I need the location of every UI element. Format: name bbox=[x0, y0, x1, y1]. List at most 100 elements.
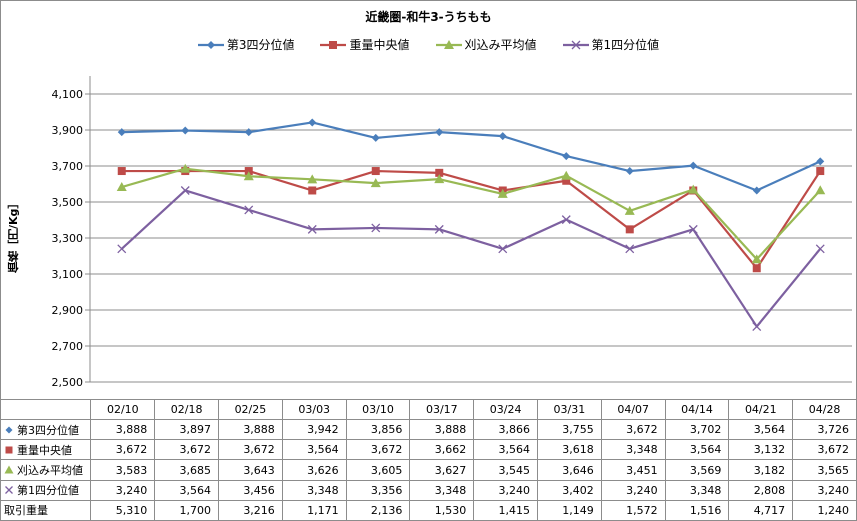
data-point bbox=[815, 244, 825, 254]
data-point bbox=[752, 264, 761, 273]
table-cell: 3,605 bbox=[345, 459, 411, 481]
y-tick-label: 3,700 bbox=[52, 160, 84, 173]
row-marker-icon bbox=[4, 465, 14, 474]
table-cell: 5,310 bbox=[90, 499, 156, 521]
x-tick-label: 03/10 bbox=[345, 398, 411, 421]
table-row: 刈込み平均値 3,583 3,685 3,643 3,626 3,605 3,627 3,54… bbox=[0, 459, 857, 481]
table-cell: 3,216 bbox=[218, 499, 283, 521]
table-header-row: 02/10 02/18 02/25 03/03 03/10 03/17 03/24 03/31… bbox=[0, 398, 857, 421]
legend-label: 第1四分位値 bbox=[591, 38, 660, 52]
data-point bbox=[561, 215, 571, 225]
data-point bbox=[181, 126, 190, 135]
x-tick-label: 04/28 bbox=[792, 398, 857, 421]
table-cell: 3,627 bbox=[409, 459, 475, 481]
series-line-2 bbox=[121, 169, 822, 270]
table-cell: 3,726 bbox=[792, 419, 857, 441]
x-tick-label: 04/21 bbox=[728, 398, 794, 421]
table-row-header: 第1四分位値 bbox=[0, 479, 92, 501]
legend-item: 第1四分位値 bbox=[562, 36, 660, 53]
table-cell: 3,626 bbox=[281, 459, 347, 481]
row-series-name: 第1四分位値 bbox=[17, 484, 79, 498]
table-cell: 3,646 bbox=[537, 459, 602, 481]
table-cell: 1,171 bbox=[281, 499, 347, 521]
row-marker bbox=[4, 465, 14, 474]
table-cell: 3,456 bbox=[218, 479, 283, 501]
x-tick-label: 02/25 bbox=[218, 398, 283, 421]
table-cell: 3,856 bbox=[345, 419, 411, 441]
data-point bbox=[371, 133, 380, 142]
table-cell: 2,136 bbox=[345, 499, 411, 521]
table-row-header: 第3四分位値 bbox=[0, 419, 92, 441]
x-tick-label: 03/31 bbox=[537, 398, 602, 421]
data-point bbox=[816, 157, 825, 166]
y-tick-label: 3,500 bbox=[52, 196, 84, 209]
plot-area: 4,100 3,900 3,700 3,500 3,300 3,100 2,900 2,700… bbox=[52, 76, 852, 389]
data-point bbox=[625, 225, 634, 234]
table-cell: 3,564 bbox=[473, 439, 538, 461]
x-tick-label: 03/24 bbox=[473, 398, 538, 421]
table-row-header: 刈込み平均値 bbox=[0, 459, 92, 481]
y-tick-label: 2,900 bbox=[52, 304, 84, 317]
table-cell: 3,897 bbox=[154, 419, 220, 441]
table-cell: 3,402 bbox=[537, 479, 602, 501]
table-cell: 1,516 bbox=[664, 499, 730, 521]
table-cell: 3,672 bbox=[345, 439, 411, 461]
table-cell: 3,583 bbox=[90, 459, 156, 481]
legend-item: 刈込み平均値 bbox=[435, 36, 537, 53]
table-cell: 3,182 bbox=[728, 459, 794, 481]
table-cell: 3,942 bbox=[281, 419, 347, 441]
x-tick-label: 04/07 bbox=[600, 398, 666, 421]
y-tick-label: 2,500 bbox=[52, 376, 84, 389]
table-cell: 1,572 bbox=[600, 499, 666, 521]
data-point bbox=[117, 167, 126, 176]
table-cell: 3,866 bbox=[473, 419, 538, 441]
table-cell: 1,530 bbox=[409, 499, 475, 521]
data-point bbox=[624, 205, 635, 215]
row-series-name: 刈込み平均値 bbox=[17, 464, 83, 478]
data-point bbox=[117, 128, 126, 137]
table-cell: 3,672 bbox=[792, 439, 857, 461]
row-marker-icon bbox=[5, 426, 13, 434]
table-cell: 3,672 bbox=[90, 439, 156, 461]
table-cell: 3,662 bbox=[409, 439, 475, 461]
data-point bbox=[816, 167, 825, 176]
data-point bbox=[689, 161, 698, 170]
table-corner-cell bbox=[0, 398, 92, 421]
table-cell: 3,356 bbox=[345, 479, 411, 501]
table-cell: 3,888 bbox=[218, 419, 283, 441]
table-cell: 3,240 bbox=[473, 479, 538, 501]
data-point bbox=[371, 167, 380, 176]
data-point bbox=[371, 223, 381, 233]
data-point bbox=[116, 182, 127, 192]
x-tick-label: 02/10 bbox=[90, 398, 156, 421]
data-point bbox=[244, 205, 254, 215]
data-point bbox=[370, 178, 381, 188]
data-point bbox=[752, 322, 762, 332]
data-table: 02/10 02/18 02/25 03/03 03/10 03/17 03/24 03/31… bbox=[0, 398, 857, 521]
row-marker-icon bbox=[5, 446, 13, 454]
data-point bbox=[752, 186, 761, 195]
row-series-name: 重量中央値 bbox=[17, 443, 72, 457]
table-cell: 3,643 bbox=[218, 459, 283, 481]
row-marker bbox=[5, 486, 13, 495]
table-row-header: 重量中央値 bbox=[0, 439, 92, 461]
table-cell: 3,545 bbox=[473, 459, 538, 481]
data-point bbox=[180, 163, 191, 173]
data-point bbox=[244, 167, 253, 176]
table-cell: 3,240 bbox=[792, 479, 857, 501]
data-point bbox=[180, 186, 190, 195]
legend-marker bbox=[206, 40, 215, 49]
data-point bbox=[117, 244, 127, 254]
legend-item: 重量中央値 bbox=[320, 36, 410, 53]
table-cell: 3,451 bbox=[600, 459, 666, 481]
table-row: 第1四分位値 3,240 3,564 3,456 3,348 3,356 3,348 3,24… bbox=[0, 479, 857, 501]
table-cell: 3,348 bbox=[409, 479, 475, 501]
row-marker-icon bbox=[5, 486, 13, 495]
data-point bbox=[561, 170, 572, 180]
data-point bbox=[435, 168, 444, 177]
legend-swatch bbox=[320, 40, 347, 49]
legend-swatch bbox=[435, 39, 462, 49]
legend-marker bbox=[571, 40, 580, 49]
legend-swatch bbox=[562, 40, 589, 49]
y-tick-label: 3,100 bbox=[52, 268, 84, 281]
